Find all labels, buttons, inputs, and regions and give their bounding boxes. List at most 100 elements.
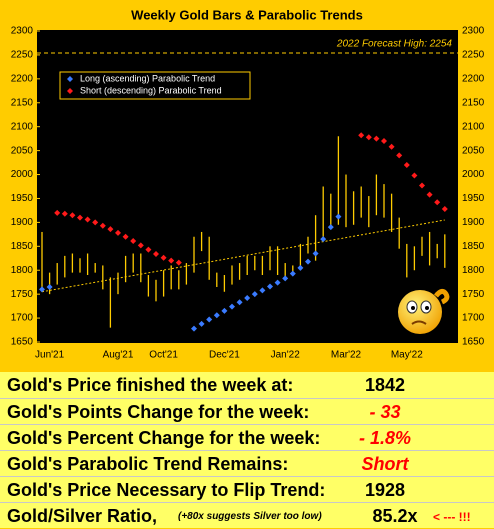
y-tick-label: 1700 [11,313,34,324]
table-row: Gold's Price finished the week at: 1842 [0,372,494,398]
row-value: Short [361,454,409,474]
y-tick-label-right: 1750 [462,289,485,300]
y-tick-label: 2050 [11,145,34,156]
trend-dot [153,250,159,257]
trend-dot [373,135,380,142]
trend-dot [99,222,106,229]
table-row: Gold's Points Change for the week: - 33 [0,398,494,425]
y-tick-label-right: 1700 [462,313,485,324]
x-tick-label: Mar'22 [331,350,362,361]
row-value: 1928 [364,480,406,500]
y-tick-label: 1650 [11,337,34,348]
y-tick-label-right: 1850 [462,241,485,252]
y-tick-label-right: 2300 [462,26,485,37]
trend-dot [267,283,273,290]
trend-dot [39,286,45,293]
trend-dot [335,213,342,220]
x-tick-label: Jun'21 [35,350,65,361]
y-tick-label: 1800 [11,265,34,276]
trend-dot [61,210,68,217]
trend-dot [259,287,266,294]
trend-dot [388,143,395,150]
chart-title: Weekly Gold Bars & Parabolic Trends [131,7,363,22]
row-value: 85.2x [372,506,418,526]
trend-dot [289,270,296,277]
y-tick-label-right: 1650 [462,337,485,348]
trend-dot [168,257,175,264]
y-tick-label: 2250 [11,50,34,61]
row-label: Gold/Silver Ratio, [7,506,158,526]
row-label: Gold's Points Change for the week: [7,402,310,422]
table-row: Gold/Silver Ratio, (+80x suggests Silver … [0,502,494,529]
trend-dot [92,219,99,226]
trend-dot [411,172,418,179]
row-label: Gold's Parabolic Trend Remains: [7,454,289,474]
legend [59,71,251,100]
y-tick-label-right: 1950 [462,193,485,204]
x-tick-label: May'22 [391,350,423,361]
row-value: 1842 [364,375,406,395]
y-tick-label: 2200 [11,73,34,84]
emoji-pupil [411,306,415,310]
y-tick-label-right: 2200 [462,73,485,84]
trend-dot [441,205,448,212]
trend-dot [206,316,213,323]
trend-dot [198,320,205,327]
trend-dot [419,182,425,189]
legend-marker [67,88,73,94]
trend-dot [403,161,410,168]
y-tick-label-right: 2000 [462,169,485,180]
row-flag: < --- !!! [433,510,471,524]
row-value: - 33 [369,402,401,422]
y-tick-label-right: 2050 [462,145,485,156]
trend-dot [358,132,365,139]
emoji-face [398,290,442,334]
trend-dot [107,226,114,233]
emoji-hand [434,288,450,305]
trend-dot [282,275,289,282]
y-tick-label-right: 2150 [462,97,485,108]
trend-dot [312,250,319,257]
trend-dot [434,199,441,206]
trend-dot [221,307,228,314]
trend-dot [251,291,258,298]
trend-dot [160,254,167,261]
legend-marker [67,76,73,82]
trend-dot [69,212,76,219]
y-tick-label: 2150 [11,97,34,108]
trend-dot [320,236,327,243]
trend-dot [381,138,387,145]
trend-dot [46,283,53,290]
trend-dot [426,191,433,198]
y-tick-label-right: 1800 [462,265,485,276]
trend-dot [115,229,121,236]
chart: Weekly Gold Bars & Parabolic Trends 1650… [10,7,485,361]
trend-dot [229,303,235,310]
row-label: Gold's Price Necessary to Flip Trend: [7,480,326,500]
table-row: Gold's Price Necessary to Flip Trend: 192… [0,476,494,503]
emoji [398,288,450,334]
trend-dot [244,294,251,301]
trend-dot [175,259,182,266]
y-tick-label: 1950 [11,193,34,204]
table-row: Gold's Percent Change for the week: - 1.8… [0,424,494,451]
trend-dot [236,299,243,306]
trend-dot [77,214,83,221]
trend-dot [137,242,144,249]
y-tick-label: 1750 [11,289,34,300]
forecast-label: 2022 Forecast High: 2254 [336,39,453,50]
y-tick-label: 1900 [11,217,34,228]
trend-dot [84,216,91,223]
trend-dot [130,238,137,245]
y-tick-label-right: 1900 [462,217,485,228]
legend-label: Short (descending) Parabolic Trend [80,85,222,95]
y-tick-label-right: 2250 [462,50,485,61]
emoji-mouth [411,320,427,325]
row-label: Gold's Price finished the week at: [7,375,294,395]
trend-dot [305,258,311,265]
y-tick-label: 2000 [11,169,34,180]
trend-dot [213,312,220,319]
trend-dot [297,264,304,271]
x-tick-label: Oct'21 [149,350,178,361]
y-tick-label: 2100 [11,121,34,132]
